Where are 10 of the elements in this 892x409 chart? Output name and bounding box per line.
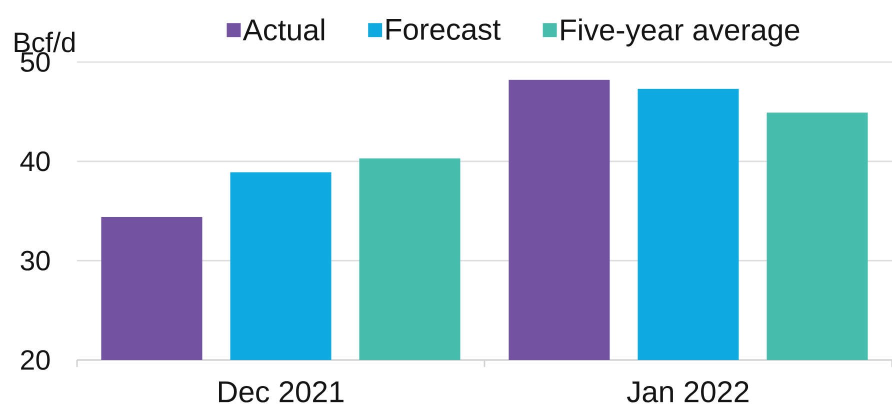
legend-label: Five-year average [561,18,800,46]
y-axis-title: Bcf/d [14,32,75,52]
legend-label: Actual [242,18,324,41]
y-tick-label: 40 [20,151,50,172]
y-tick-label: 30 [20,250,50,271]
y-tick-label: 20 [21,350,50,370]
x-tick-label: Dec 2021 [219,381,344,402]
x-tick-label: Jan 2022 [627,381,748,402]
y-tick-label: 50 [20,52,50,72]
legend-label: Forecast [386,19,501,40]
